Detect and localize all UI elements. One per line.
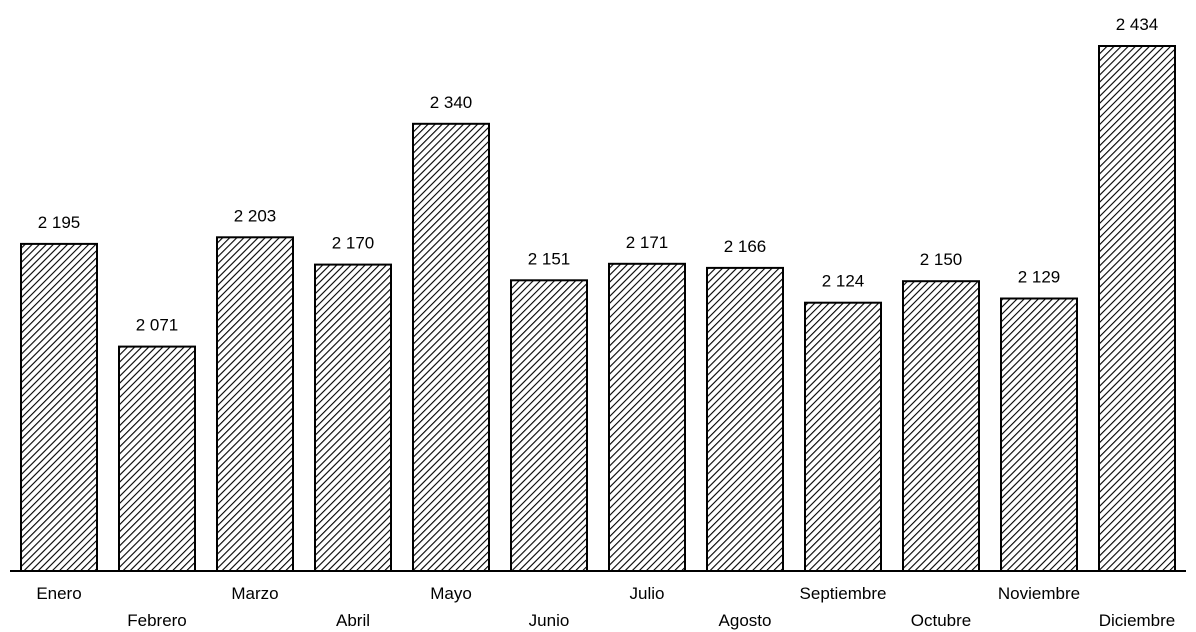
bar-junio <box>510 279 588 572</box>
category-label-agosto: Agosto <box>719 611 772 630</box>
bar-octubre <box>902 280 980 572</box>
bar-marzo <box>216 236 294 573</box>
bar-diciembre <box>1098 45 1176 572</box>
value-label-mayo: 2 340 <box>430 93 473 112</box>
bar-septiembre <box>804 301 882 572</box>
bar-febrero <box>118 345 196 572</box>
category-label-abril: Abril <box>336 611 370 630</box>
value-label-diciembre: 2 434 <box>1116 15 1159 34</box>
category-label-enero: Enero <box>36 584 81 603</box>
category-label-marzo: Marzo <box>231 584 278 603</box>
category-label-diciembre: Diciembre <box>1099 611 1176 630</box>
category-label-febrero: Febrero <box>127 611 187 630</box>
value-label-marzo: 2 203 <box>234 206 277 225</box>
value-label-septiembre: 2 124 <box>822 272 865 291</box>
category-label-noviembre: Noviembre <box>998 584 1080 603</box>
value-label-octubre: 2 150 <box>920 250 963 269</box>
bar-julio <box>608 262 686 572</box>
bar-noviembre <box>1000 297 1078 572</box>
category-labels-group: Enero Febrero Marzo Abril Mayo Junio Julio Agos… <box>36 584 1175 630</box>
bar-mayo <box>412 122 490 573</box>
category-label-junio: Junio <box>529 611 570 630</box>
category-label-octubre: Octubre <box>911 611 971 630</box>
bars-group <box>20 45 1176 573</box>
category-label-mayo: Mayo <box>430 584 472 603</box>
bar-enero <box>20 242 98 572</box>
value-label-enero: 2 195 <box>38 213 81 232</box>
category-label-septiembre: Septiembre <box>800 584 887 603</box>
value-label-febrero: 2 071 <box>136 316 179 335</box>
value-label-julio: 2 171 <box>626 233 669 252</box>
value-label-agosto: 2 166 <box>724 237 767 256</box>
value-labels-group: 2 195 2 071 2 203 2 170 2 340 2 151 2 171 2 166… <box>38 15 1159 335</box>
value-label-noviembre: 2 129 <box>1018 268 1061 287</box>
value-label-abril: 2 170 <box>332 234 375 253</box>
bar-agosto <box>706 266 784 572</box>
bar-abril <box>314 263 392 572</box>
category-label-julio: Julio <box>630 584 665 603</box>
value-label-junio: 2 151 <box>528 249 571 268</box>
